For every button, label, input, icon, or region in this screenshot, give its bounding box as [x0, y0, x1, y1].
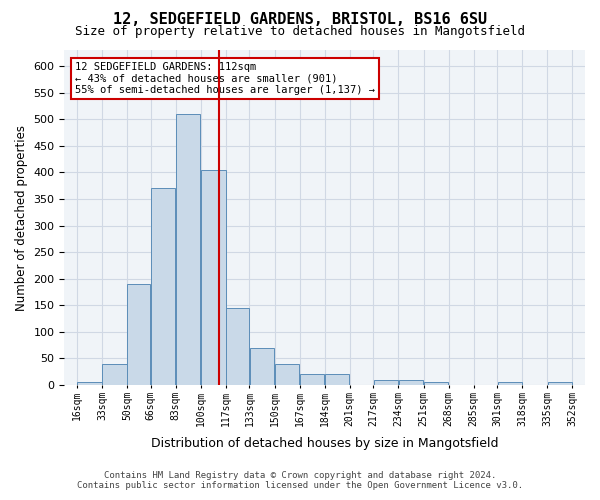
Bar [250, 348, 274, 385]
Bar [275, 364, 299, 385]
Bar [424, 382, 448, 385]
Bar [548, 382, 572, 385]
Bar [176, 114, 200, 385]
Bar [497, 382, 522, 385]
Bar [399, 380, 423, 385]
Bar [151, 188, 175, 385]
Bar [103, 364, 127, 385]
Bar [127, 284, 151, 385]
Text: 12, SEDGEFIELD GARDENS, BRISTOL, BS16 6SU: 12, SEDGEFIELD GARDENS, BRISTOL, BS16 6S… [113, 12, 487, 28]
Text: Contains HM Land Registry data © Crown copyright and database right 2024.
Contai: Contains HM Land Registry data © Crown c… [77, 470, 523, 490]
Bar [300, 374, 325, 385]
Text: Size of property relative to detached houses in Mangotsfield: Size of property relative to detached ho… [75, 25, 525, 38]
Y-axis label: Number of detached properties: Number of detached properties [15, 124, 28, 310]
Bar [325, 374, 349, 385]
Text: 12 SEDGEFIELD GARDENS: 112sqm
← 43% of detached houses are smaller (901)
55% of : 12 SEDGEFIELD GARDENS: 112sqm ← 43% of d… [75, 62, 375, 95]
Bar [226, 308, 249, 385]
Bar [77, 382, 101, 385]
Bar [374, 380, 398, 385]
Bar [201, 170, 226, 385]
X-axis label: Distribution of detached houses by size in Mangotsfield: Distribution of detached houses by size … [151, 437, 499, 450]
